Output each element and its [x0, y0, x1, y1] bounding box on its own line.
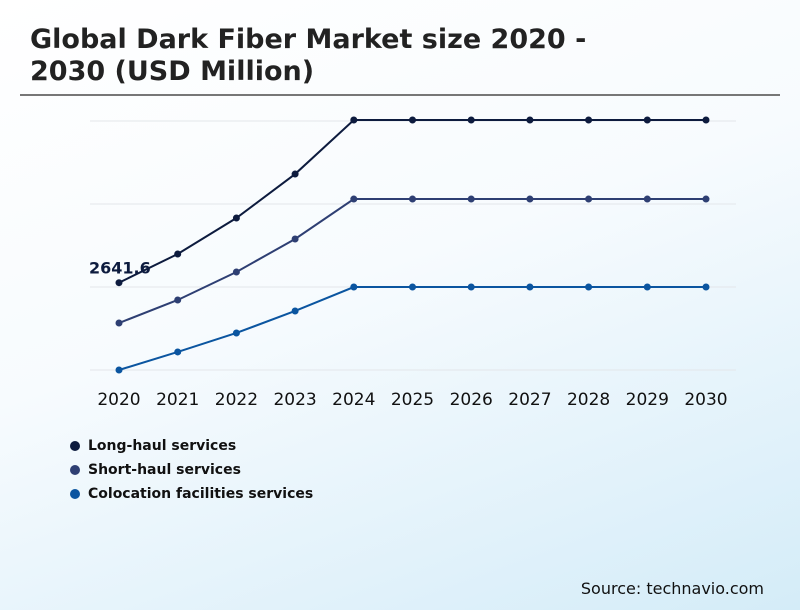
- data-point: [232, 214, 240, 222]
- data-point: [409, 195, 416, 203]
- data-point: [409, 116, 416, 124]
- data-point: [702, 195, 710, 203]
- x-tick-label: 2030: [684, 390, 727, 410]
- data-label: 2641.6: [89, 259, 151, 278]
- data-point: [174, 348, 182, 356]
- data-point: [585, 195, 593, 203]
- data-point: [115, 366, 123, 374]
- data-point: [409, 283, 416, 291]
- legend-marker: [70, 441, 80, 451]
- x-tick-label: 2020: [97, 390, 140, 410]
- legend-item: Long-haul services: [70, 434, 313, 458]
- data-point: [526, 283, 534, 291]
- x-tick-label: 2026: [450, 390, 493, 410]
- data-point: [702, 283, 710, 291]
- data-point: [115, 319, 123, 327]
- data-point: [467, 283, 475, 291]
- title-divider: [20, 94, 780, 96]
- legend-marker: [70, 465, 80, 475]
- legend-item: Short-haul services: [70, 458, 313, 482]
- legend-label: Short-haul services: [88, 462, 241, 478]
- legend: Long-haul services Short-haul services Col…: [70, 434, 313, 506]
- data-point: [702, 116, 710, 124]
- data-point: [643, 195, 651, 203]
- legend-label: Long-haul services: [88, 438, 237, 454]
- legend-label: Colocation facilities services: [88, 486, 314, 502]
- legend-marker: [70, 489, 80, 499]
- data-point: [350, 116, 358, 124]
- data-point: [291, 170, 299, 178]
- x-tick-label: 2023: [273, 390, 316, 410]
- data-point: [232, 329, 240, 337]
- x-tick-label: 2022: [215, 390, 258, 410]
- series-line: [118, 286, 706, 371]
- x-tick-label: 2027: [508, 390, 551, 410]
- data-point: [467, 195, 475, 203]
- data-point: [585, 116, 593, 124]
- x-tick-label: 2021: [156, 390, 199, 410]
- data-point: [174, 250, 182, 258]
- x-tick-label: 2024: [332, 390, 375, 410]
- data-point: [291, 307, 299, 315]
- data-point: [174, 296, 182, 304]
- data-point: [291, 235, 299, 243]
- source-note: Source: technavio.com: [580, 579, 764, 598]
- series-line: [118, 198, 706, 324]
- data-point: [526, 195, 534, 203]
- data-point: [585, 283, 593, 291]
- x-tick-label: 2029: [626, 390, 669, 410]
- data-point: [643, 116, 651, 124]
- data-point: [350, 283, 358, 291]
- data-point: [467, 116, 475, 124]
- data-point: [643, 283, 651, 291]
- x-tick-label: 2025: [391, 390, 434, 410]
- legend-item: Colocation facilities services: [70, 482, 313, 506]
- x-tick-label: 2028: [567, 390, 610, 410]
- data-point: [115, 279, 123, 287]
- data-point: [232, 268, 240, 276]
- data-point: [350, 195, 358, 203]
- chart-title: Global Dark Fiber Market size 2020 - 203…: [30, 24, 587, 87]
- data-point: [526, 116, 534, 124]
